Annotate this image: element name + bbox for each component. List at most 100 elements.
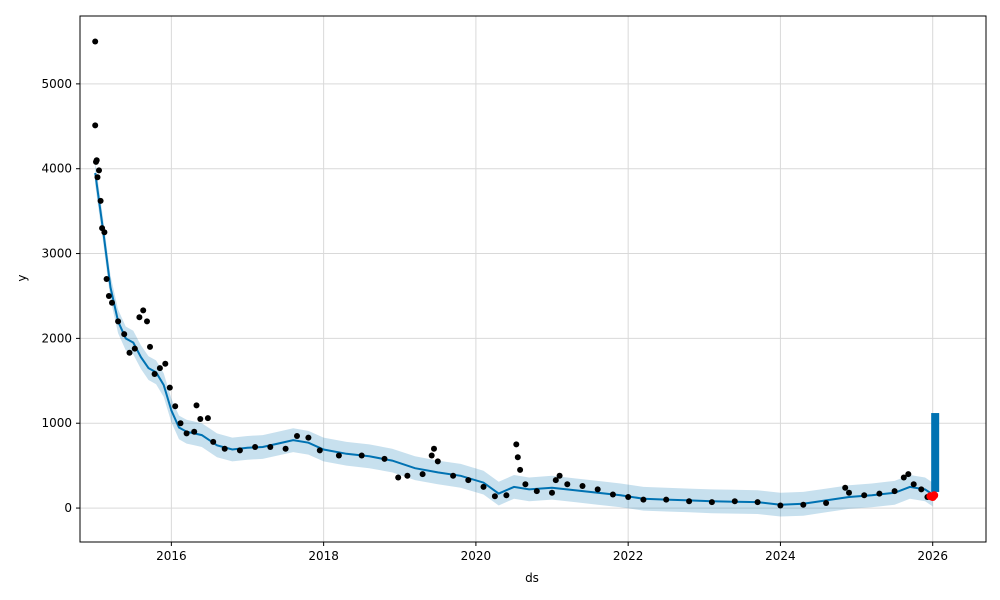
observed-point (419, 471, 426, 478)
observed-point (579, 483, 586, 489)
observed-point (517, 466, 524, 473)
observed-point (316, 447, 323, 454)
observed-point (121, 331, 128, 338)
y-tick-label: 2000 (41, 331, 72, 345)
observed-point (103, 276, 110, 282)
observed-point (900, 474, 907, 481)
observed-point (708, 499, 715, 506)
y-tick-label: 0 (64, 501, 72, 515)
highlight-point (930, 491, 939, 500)
highlight-points-layer (926, 491, 939, 501)
x-axis-label: ds (525, 571, 539, 585)
observed-point (204, 415, 211, 422)
y-axis-label: y (15, 274, 29, 281)
observed-point (236, 447, 243, 454)
observed-point (910, 481, 917, 488)
observed-point (594, 486, 601, 493)
future-forecast-band (931, 413, 940, 492)
axes: 2016 2018 2020 2022 2024 2026 0 1000 2000 3000 400… (41, 15, 987, 563)
observed-point (905, 471, 912, 478)
observed-point (136, 314, 143, 321)
observed-point (105, 293, 112, 299)
observed-point (156, 365, 163, 372)
x-tick-label: 2020 (461, 549, 492, 563)
observed-point (101, 229, 108, 236)
observed-point (183, 430, 190, 437)
plot-frame (79, 15, 987, 543)
observed-point (663, 496, 670, 503)
observed-point (162, 360, 169, 367)
observed-point (191, 428, 198, 435)
observed-point (96, 167, 102, 174)
observed-point (431, 445, 437, 452)
observed-point (97, 197, 104, 204)
observed-point (846, 489, 852, 496)
observed-point (876, 490, 883, 497)
observed-point (491, 493, 498, 500)
x-tick-label: 2016 (156, 549, 187, 563)
observed-point (115, 318, 122, 325)
observed-point (918, 486, 925, 493)
observed-point (514, 454, 521, 461)
observed-point (731, 498, 738, 505)
observed-point (522, 481, 529, 488)
observed-point (450, 472, 457, 479)
observed-point (503, 492, 510, 499)
forecast-line-layer (94, 172, 934, 506)
observed-point (92, 122, 99, 129)
observed-point (777, 502, 784, 509)
observed-point (193, 402, 200, 409)
observed-point (395, 474, 402, 481)
y-tick-label: 4000 (41, 162, 72, 176)
observed-point (93, 157, 100, 164)
observed-point (533, 488, 540, 495)
observed-point (109, 299, 115, 306)
x-tick-label: 2024 (765, 549, 796, 563)
grid-lines (80, 16, 986, 542)
observed-point (166, 384, 173, 391)
observed-point (480, 483, 487, 490)
observed-point (221, 445, 228, 452)
x-tick-label: 2022 (613, 549, 644, 563)
observed-point (92, 38, 99, 45)
observed-points-layer (92, 38, 931, 509)
observed-point (144, 318, 150, 325)
observed-point (197, 416, 204, 422)
observed-point (147, 343, 153, 350)
observed-point (151, 371, 158, 377)
observed-point (210, 438, 217, 445)
observed-point (358, 452, 365, 459)
observed-point (335, 452, 342, 459)
forecast-line (94, 172, 934, 506)
observed-point (305, 434, 312, 441)
observed-point (172, 403, 179, 410)
y-tick-label: 3000 (41, 247, 72, 261)
x-tick-label: 2026 (917, 549, 948, 563)
observed-point (800, 501, 807, 508)
observed-point (404, 472, 411, 479)
uncertainty-band (95, 161, 940, 517)
observed-point (282, 445, 289, 452)
observed-point (549, 489, 555, 496)
x-tick-label: 2018 (308, 549, 339, 563)
observed-point (131, 345, 138, 352)
observed-point (754, 499, 761, 506)
observed-point (465, 477, 472, 484)
observed-point (861, 492, 868, 499)
observed-point (428, 452, 435, 459)
observed-point (823, 500, 830, 506)
observed-point (609, 491, 616, 498)
observed-point (381, 455, 388, 462)
observed-point (552, 477, 559, 484)
observed-point (177, 420, 184, 427)
observed-point (294, 433, 300, 439)
observed-point (640, 496, 647, 503)
observed-point (564, 481, 571, 488)
y-tick-label: 5000 (41, 77, 72, 91)
observed-point (126, 349, 133, 356)
y-tick-label: 1000 (41, 416, 72, 430)
observed-point (513, 441, 520, 448)
observed-point (140, 307, 147, 314)
